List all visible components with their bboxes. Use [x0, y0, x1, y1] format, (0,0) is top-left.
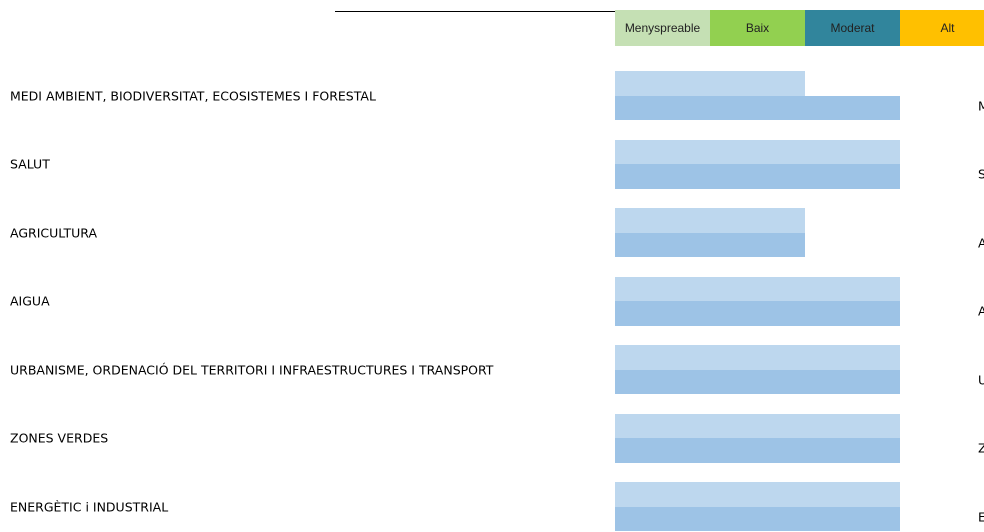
category-label: SALUT — [10, 156, 50, 172]
right-label: A — [978, 235, 984, 250]
category-label: MEDI AMBIENT, BIODIVERSITAT, ECOSISTEMES… — [10, 88, 376, 103]
legend-item: Moderat — [805, 10, 900, 46]
right-label: M — [978, 98, 984, 113]
bar — [615, 438, 900, 463]
bar — [615, 301, 900, 326]
legend-item: Menyspreable — [615, 10, 710, 46]
bar — [615, 345, 900, 370]
category-label: URBANISME, ORDENACIÓ DEL TERRITORI I INF… — [10, 362, 494, 377]
title-underline — [335, 11, 662, 12]
bar — [615, 95, 900, 120]
bar — [615, 482, 900, 507]
right-label: U — [978, 372, 984, 387]
bar — [615, 164, 900, 189]
legend-item: Baix — [710, 10, 805, 46]
category-label: AGRICULTURA — [10, 225, 98, 240]
category-label: ENERGÈTIC i INDUSTRIAL — [10, 499, 169, 514]
category-label: AIGUA — [10, 293, 50, 309]
legend-item: Alt — [900, 10, 984, 46]
bar — [615, 506, 900, 531]
right-label: Z — [978, 440, 984, 456]
bar — [615, 232, 805, 257]
bar — [615, 413, 900, 438]
bar — [615, 139, 900, 164]
right-label: E — [978, 509, 984, 524]
right-label: A — [978, 303, 984, 319]
right-label: S — [978, 166, 984, 182]
bar — [615, 276, 900, 301]
bar — [615, 208, 805, 233]
bar — [615, 369, 900, 394]
bar — [615, 71, 805, 96]
category-label: ZONES VERDES — [10, 430, 109, 446]
